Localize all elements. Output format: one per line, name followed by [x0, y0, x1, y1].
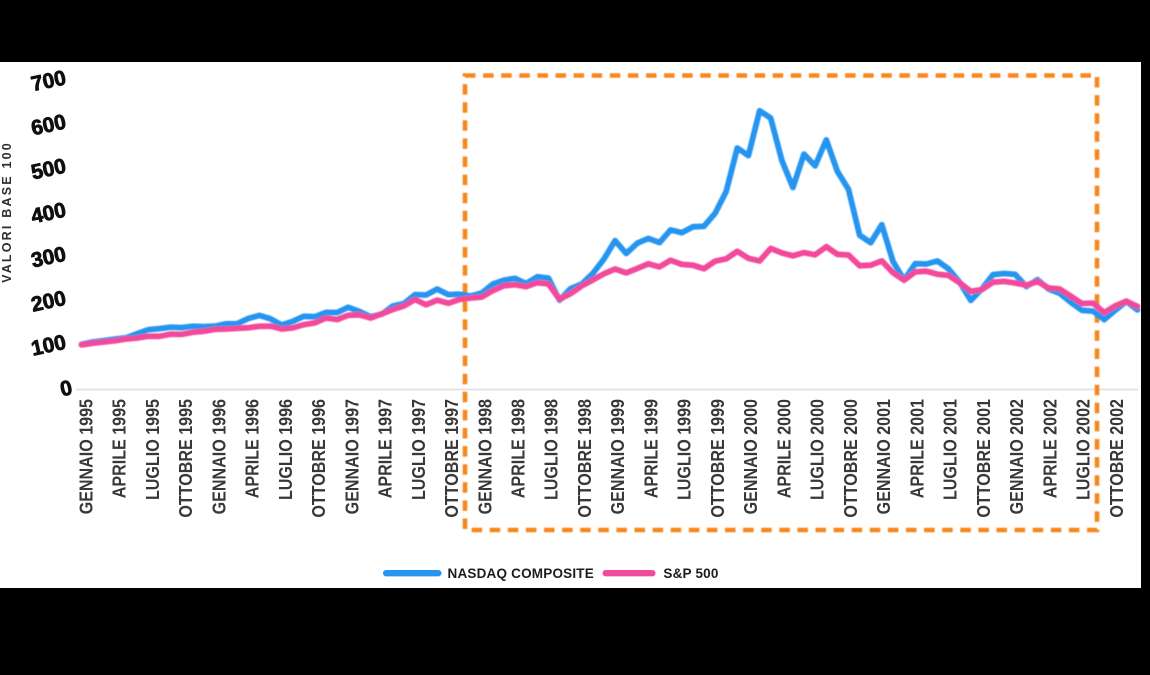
svg-text:LUGLIO 1998: LUGLIO 1998	[541, 399, 562, 500]
svg-text:NASDAQ COMPOSITE: NASDAQ COMPOSITE	[448, 566, 594, 581]
svg-text:OTTOBRE 1995: OTTOBRE 1995	[175, 399, 196, 518]
svg-text:OTTOBRE 2000: OTTOBRE 2000	[840, 399, 861, 518]
svg-text:OTTOBRE 1996: OTTOBRE 1996	[308, 399, 329, 518]
svg-text:APRILE 2000: APRILE 2000	[773, 399, 794, 498]
svg-text:APRILE 1999: APRILE 1999	[640, 399, 661, 498]
svg-text:OTTOBRE 1998: OTTOBRE 1998	[574, 399, 595, 518]
svg-text:LUGLIO 1997: LUGLIO 1997	[408, 399, 429, 500]
svg-text:OTTOBRE 1999: OTTOBRE 1999	[707, 399, 728, 518]
svg-text:VALORI BASE 100: VALORI BASE 100	[0, 141, 14, 283]
svg-text:APRILE 2001: APRILE 2001	[906, 399, 927, 499]
svg-text:300: 300	[29, 243, 68, 273]
svg-text:LUGLIO 2001: LUGLIO 2001	[940, 399, 961, 500]
svg-text:APRILE 1996: APRILE 1996	[242, 399, 263, 499]
svg-text:OTTOBRE 2002: OTTOBRE 2002	[1106, 399, 1127, 518]
svg-text:400: 400	[29, 199, 68, 229]
svg-text:GENNAIO 1995: GENNAIO 1995	[75, 399, 96, 515]
svg-text:GENNAIO 2001: GENNAIO 2001	[873, 399, 894, 515]
svg-text:APRILE 1998: APRILE 1998	[507, 399, 528, 499]
svg-text:APRILE 1995: APRILE 1995	[109, 399, 130, 499]
svg-text:600: 600	[29, 111, 68, 141]
svg-text:GENNAIO 2002: GENNAIO 2002	[1006, 399, 1027, 514]
svg-text:S&P 500: S&P 500	[663, 566, 718, 581]
svg-text:OTTOBRE 1997: OTTOBRE 1997	[441, 399, 462, 518]
svg-text:LUGLIO 2000: LUGLIO 2000	[807, 399, 828, 500]
svg-text:GENNAIO 2000: GENNAIO 2000	[740, 399, 761, 514]
svg-text:APRILE 2002: APRILE 2002	[1039, 399, 1060, 498]
svg-text:LUGLIO 2002: LUGLIO 2002	[1073, 399, 1094, 500]
svg-text:LUGLIO 1996: LUGLIO 1996	[275, 399, 296, 500]
svg-text:OTTOBRE 2001: OTTOBRE 2001	[973, 399, 994, 518]
svg-text:APRILE 1997: APRILE 1997	[374, 399, 395, 498]
svg-text:LUGLIO 1995: LUGLIO 1995	[142, 399, 163, 500]
svg-text:200: 200	[29, 287, 68, 317]
svg-text:GENNAIO 1997: GENNAIO 1997	[341, 399, 362, 514]
svg-text:0: 0	[58, 376, 74, 401]
svg-text:LUGLIO 1999: LUGLIO 1999	[674, 399, 695, 500]
svg-text:GENNAIO 1998: GENNAIO 1998	[474, 399, 495, 515]
svg-text:GENNAIO 1999: GENNAIO 1999	[607, 399, 628, 514]
svg-text:GENNAIO 1996: GENNAIO 1996	[208, 399, 229, 515]
